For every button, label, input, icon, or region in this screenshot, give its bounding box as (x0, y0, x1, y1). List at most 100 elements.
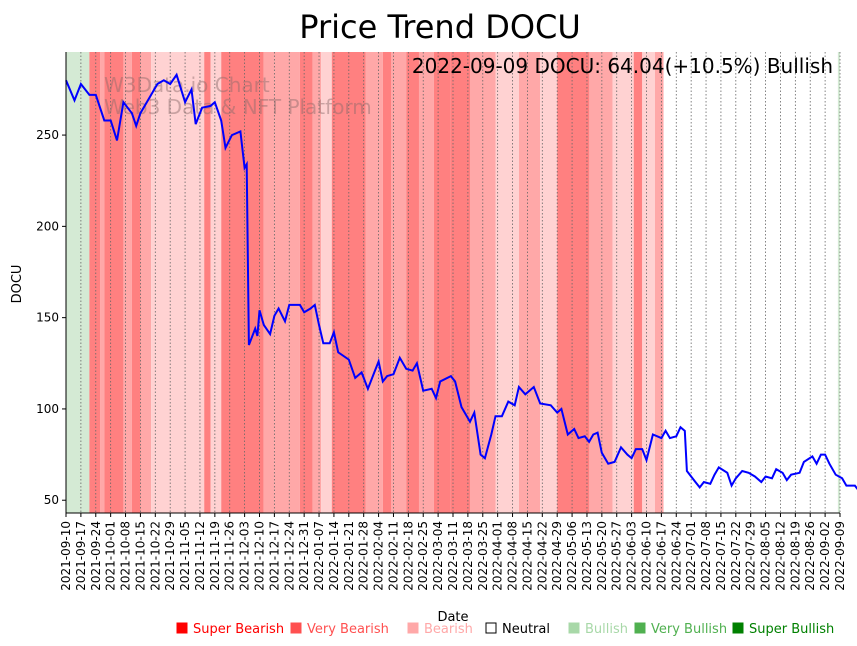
sentiment-band-super-bearish (433, 52, 451, 513)
sentiment-band-bearish (495, 52, 519, 513)
x-tick-label: 2021-12-03 (238, 521, 252, 591)
x-tick-label: 2021-10-15 (133, 521, 147, 591)
x-tick-label: 2022-09-02 (818, 521, 832, 591)
x-axis-label: Date (437, 610, 468, 625)
sentiment-band-super-bearish (104, 52, 124, 513)
sentiment-band-super-bearish (382, 52, 392, 513)
x-tick-label: 2021-11-05 (178, 521, 192, 591)
sentiment-band-super-bearish (633, 52, 643, 513)
x-tick-label: 2022-03-04 (431, 521, 445, 591)
legend-label: Very Bullish (651, 622, 727, 637)
y-tick-label: 150 (36, 311, 59, 325)
legend-swatch-super-bearish (176, 622, 188, 634)
x-tick-label: 2021-11-19 (208, 521, 222, 591)
legend-swatch-bullish (568, 622, 580, 634)
x-tick-label: 2022-04-22 (535, 521, 549, 591)
x-tick-label: 2022-03-11 (446, 521, 460, 591)
sentiment-band-very-bearish (365, 52, 383, 513)
sentiment-band-super-bearish (331, 52, 366, 513)
x-tick-label: 2021-12-17 (267, 521, 281, 591)
x-tick-label: 2022-05-20 (595, 521, 609, 591)
x-tick-label: 2022-06-10 (640, 521, 654, 591)
sentiment-band-super-bearish (89, 52, 101, 513)
sentiment-band-bearish (642, 52, 656, 513)
x-tick-label: 2021-12-24 (282, 521, 296, 591)
x-tick-label: 2022-03-18 (461, 521, 475, 591)
chart-title: Price Trend DOCU (299, 8, 581, 46)
x-tick-label: 2022-04-29 (550, 521, 564, 591)
sentiment-band-super-bearish (131, 52, 141, 513)
sentiment-band-bullish (837, 52, 840, 513)
sentiment-band-bearish (321, 52, 332, 513)
sentiment-band-very-bearish (655, 52, 664, 513)
y-tick-label: 50 (44, 493, 59, 507)
x-ticks: 2021-09-10 2021-09-17 2021-09-24 2021-10-01… (59, 513, 847, 591)
sentiment-band-super-bearish (299, 52, 313, 513)
x-tick-label: 2022-04-01 (491, 521, 505, 591)
sentiment-band-very-bearish (391, 52, 407, 513)
y-ticks: 50 100 150 200 250 (36, 128, 66, 507)
x-tick-label: 2022-06-17 (654, 521, 668, 591)
x-tick-label: 2021-12-10 (253, 521, 267, 591)
x-tick-label: 2022-01-14 (327, 521, 341, 591)
x-tick-label: 2021-09-24 (89, 521, 103, 591)
sentiment-band-bearish (151, 52, 205, 513)
legend-label: Super Bearish (193, 622, 284, 637)
watermark-line-1: W3Data.io Chart (104, 73, 270, 97)
sentiment-band-super-bearish (406, 52, 419, 513)
x-tick-label: 2022-08-26 (803, 521, 817, 591)
x-tick-label: 2022-05-13 (580, 521, 594, 591)
x-tick-label: 2021-12-31 (297, 521, 311, 591)
x-tick-label: 2022-07-22 (729, 521, 743, 591)
x-tick-label: 2021-10-08 (119, 521, 133, 591)
x-tick-label: 2022-08-12 (773, 521, 787, 591)
x-tick-label: 2022-02-04 (372, 521, 386, 591)
sentiment-bands (66, 52, 840, 513)
x-tick-label: 2021-11-12 (193, 521, 207, 591)
x-tick-label: 2021-09-10 (59, 521, 73, 591)
x-tick-label: 2022-08-05 (759, 521, 773, 591)
sentiment-band-bullish (66, 52, 90, 513)
legend-swatch-very-bearish (290, 622, 302, 634)
legend-label: Bullish (585, 622, 628, 637)
x-tick-label: 2022-05-27 (610, 521, 624, 591)
legend-label: Very Bearish (307, 622, 389, 637)
sentiment-band-very-bearish (470, 52, 496, 513)
legend-label: Neutral (502, 622, 550, 637)
x-tick-label: 2022-04-15 (520, 521, 534, 591)
x-tick-label: 2022-07-15 (714, 521, 728, 591)
price-annotation: 2022-09-09 DOCU: 64.04(+10.5%) Bullish (412, 54, 833, 78)
x-tick-label: 2022-02-11 (386, 521, 400, 591)
x-tick-label: 2022-09-09 (833, 521, 847, 591)
sentiment-band-very-bearish (418, 52, 434, 513)
x-tick-label: 2022-06-03 (625, 521, 639, 591)
legend-swatch-bearish (407, 622, 419, 634)
y-tick-label: 200 (36, 219, 59, 233)
x-tick-label: 2022-01-28 (357, 521, 371, 591)
x-tick-label: 2022-07-08 (699, 521, 713, 591)
sentiment-band-very-bearish (100, 52, 105, 513)
legend-label: Bearish (424, 622, 473, 637)
sentiment-band-very-bearish (140, 52, 152, 513)
sentiment-band-very-bearish (312, 52, 322, 513)
x-tick-label: 2022-05-06 (565, 521, 579, 591)
y-axis-label: DOCU (10, 265, 25, 304)
legend-label: Super Bullish (749, 622, 834, 637)
sentiment-band-very-bearish (589, 52, 613, 513)
sentiment-band-super-bearish (204, 52, 211, 513)
sentiment-band-bearish (540, 52, 558, 513)
legend: Super Bearish Very Bearish Bearish Neutral B… (176, 622, 834, 637)
x-tick-label: 2021-09-17 (74, 521, 88, 591)
legend-swatch-very-bullish (634, 622, 646, 634)
sentiment-band-bearish (210, 52, 222, 513)
x-tick-label: 2022-01-21 (342, 521, 356, 591)
sentiment-band-very-bearish (263, 52, 275, 513)
x-tick-label: 2022-01-07 (312, 521, 326, 591)
y-tick-label: 100 (36, 402, 59, 416)
legend-swatch-neutral (485, 622, 497, 634)
x-tick-label: 2022-06-24 (669, 521, 683, 591)
sentiment-band-bearish (612, 52, 634, 513)
sentiment-band-very-bearish (123, 52, 132, 513)
